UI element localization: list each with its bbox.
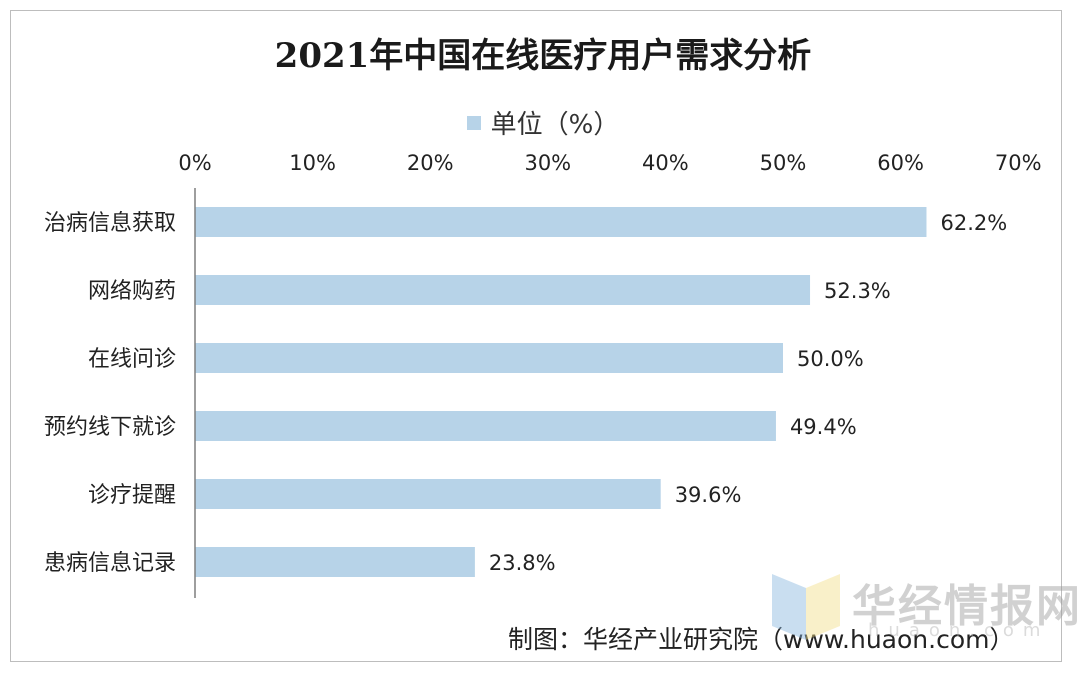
- x-tick-label: 10%: [289, 151, 336, 175]
- legend: 单位（%）: [0, 104, 1086, 141]
- x-tick-label: 0%: [178, 151, 211, 175]
- y-category-label: 诊疗提醒: [88, 483, 176, 508]
- source-footer: 制图：华经产业研究院（www.huaon.com）: [508, 625, 1015, 654]
- chart-title: 2021年中国在线医疗用户需求分析: [274, 36, 812, 76]
- data-label: 49.4%: [790, 415, 857, 439]
- data-label: 39.6%: [675, 483, 742, 507]
- x-tick-label: 70%: [995, 151, 1042, 175]
- data-label: 62.2%: [940, 211, 1007, 235]
- bar: [195, 207, 927, 237]
- data-label: 23.8%: [489, 551, 556, 575]
- bar: [195, 411, 776, 441]
- x-axis-ticks: 0% 10% 20% 30% 40% 50% 60% 70%: [178, 151, 1041, 175]
- legend-swatch: [466, 115, 481, 130]
- legend-label: 单位（%）: [490, 110, 620, 140]
- bar: [195, 547, 475, 577]
- x-tick-label: 30%: [524, 151, 571, 175]
- bar: [195, 479, 661, 509]
- bar: [195, 343, 783, 373]
- bar: [195, 275, 811, 305]
- y-category-label: 患病信息记录: [44, 551, 176, 576]
- x-tick-label: 40%: [642, 151, 689, 175]
- data-labels: 62.2% 52.3% 50.0% 49.4% 39.6% 23.8%: [489, 211, 1007, 575]
- x-tick-label: 60%: [877, 151, 924, 175]
- y-category-label: 在线问诊: [88, 347, 176, 372]
- watermark-logo-icon: [772, 574, 840, 640]
- chart-frame: [10, 10, 1062, 662]
- bars: [195, 207, 927, 577]
- x-tick-label: 20%: [407, 151, 454, 175]
- watermark-text: 华经情报网: [852, 581, 1082, 632]
- y-category-label: 网络购药: [88, 279, 176, 304]
- watermark-sub: huaon.com: [868, 620, 1050, 641]
- y-category-label: 治病信息获取: [44, 211, 176, 236]
- y-category-label: 预约线下就诊: [44, 415, 176, 440]
- data-label: 50.0%: [797, 347, 864, 371]
- watermark: 华经情报网 huaon.com: [772, 568, 1080, 641]
- x-tick-label: 50%: [760, 151, 807, 175]
- data-label: 52.3%: [824, 279, 891, 303]
